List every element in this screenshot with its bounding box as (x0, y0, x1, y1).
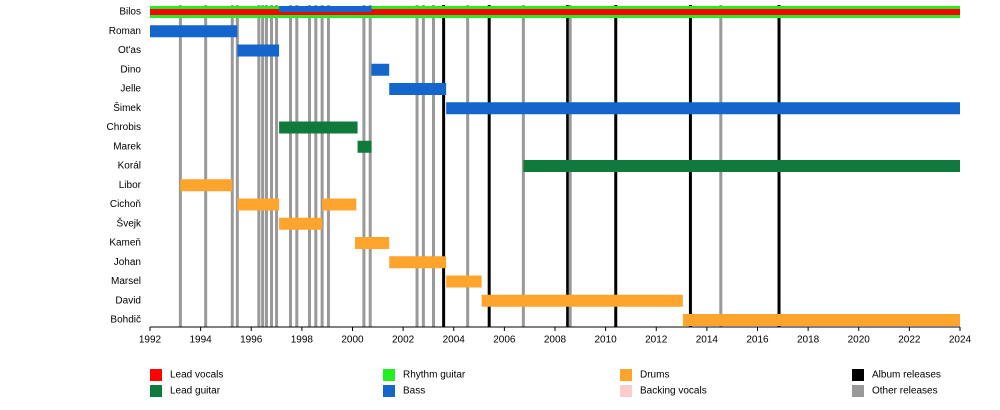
role-bar (389, 256, 447, 269)
role-bar (523, 160, 960, 172)
x-tick-label: 2004 (443, 335, 466, 346)
member-label: Korál (118, 161, 141, 172)
role-bar (322, 198, 357, 211)
role-bar (446, 275, 482, 288)
legend-label: Lead vocals (170, 370, 223, 381)
legend-swatch (852, 385, 864, 397)
x-tick-label: 1994 (190, 335, 213, 346)
role-bar (389, 83, 447, 95)
member-label: Cichoň (110, 199, 141, 210)
member-label: David (115, 295, 141, 306)
legend-swatch (150, 385, 162, 397)
x-tick-label: 2010 (595, 335, 618, 346)
legend-swatch (620, 385, 632, 397)
legend-swatch (852, 369, 864, 381)
legend-swatch (620, 369, 632, 381)
legend-label: Other releases (872, 386, 938, 397)
x-tick-label: 2008 (544, 335, 567, 346)
role-bar (237, 198, 280, 211)
member-label: Libor (119, 180, 142, 191)
legend-swatch (150, 369, 162, 381)
role-bar (357, 140, 372, 153)
role-bar (279, 217, 323, 230)
legend-label: Lead guitar (170, 386, 221, 397)
member-label: Marek (113, 141, 142, 152)
role-bar (355, 237, 390, 249)
x-tick-label: 2006 (493, 335, 516, 346)
legend-label: Rhythm guitar (403, 370, 466, 381)
member-label: Šimek (113, 101, 142, 114)
x-tick-label: 1998 (291, 335, 314, 346)
role-bar (682, 314, 960, 326)
role-bar (279, 121, 358, 134)
x-tick-label: 1992 (139, 335, 162, 346)
member-label: Kameň (109, 238, 141, 249)
x-tick-label: 2000 (341, 335, 364, 346)
x-tick-label: 2022 (898, 335, 921, 346)
x-tick-label: 1996 (240, 335, 263, 346)
member-label: Chrobis (107, 122, 141, 133)
role-bar (446, 102, 960, 115)
x-tick-label: 2018 (797, 335, 820, 346)
member-label: Marsel (111, 276, 141, 287)
member-label: Johan (114, 257, 141, 268)
member-label: Roman (109, 26, 141, 37)
role-bar (150, 6, 960, 9)
x-tick-label: 2014 (696, 335, 719, 346)
role-bar (237, 44, 280, 57)
legend-swatch (383, 385, 395, 397)
member-label: Jelle (120, 84, 141, 95)
x-tick-label: 2002 (392, 335, 415, 346)
x-tick-label: 2024 (949, 335, 972, 346)
x-tick-label: 2012 (645, 335, 668, 346)
role-bar (481, 294, 683, 307)
legend-swatch (383, 369, 395, 381)
role-bar (279, 6, 372, 12)
role-bar (180, 179, 233, 192)
role-bar (371, 63, 390, 76)
member-label: Bohdič (110, 315, 141, 326)
legend-label: Album releases (872, 370, 941, 381)
legend-label: Bass (403, 386, 425, 397)
legend-label: Backing vocals (640, 386, 707, 397)
member-label: Švejk (117, 216, 142, 229)
legend-label: Drums (640, 370, 669, 381)
member-label: Ot'as (118, 45, 141, 56)
member-label: Bilos (119, 7, 141, 18)
x-tick-label: 2020 (848, 335, 871, 346)
role-bar (150, 25, 238, 38)
x-tick-label: 2016 (746, 335, 769, 346)
member-label: Dino (120, 64, 141, 75)
role-bar (150, 15, 960, 18)
